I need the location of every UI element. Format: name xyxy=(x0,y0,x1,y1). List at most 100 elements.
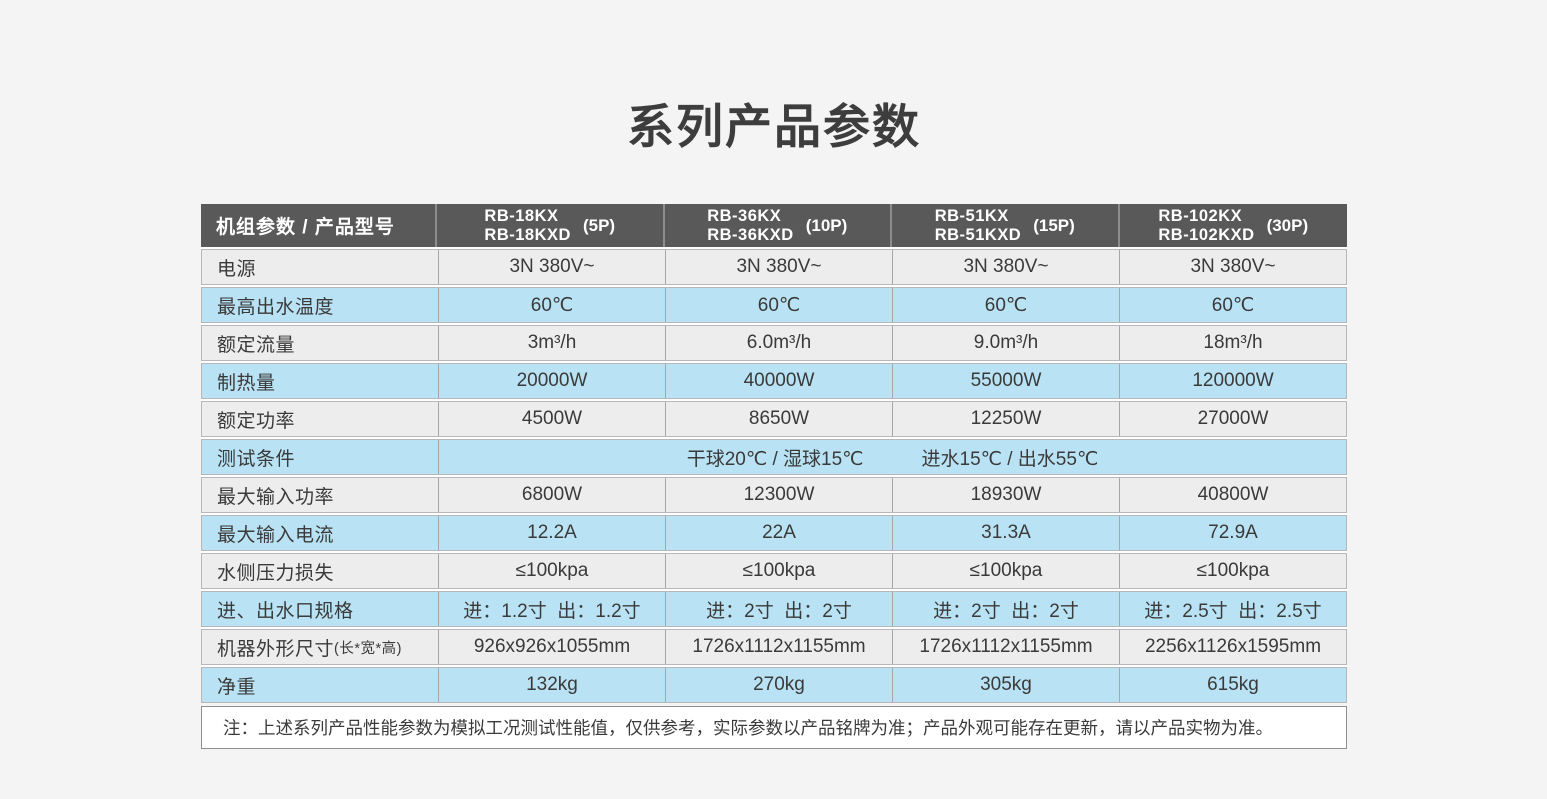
table-row-port-size: 进、出水口规格 进：1.2寸 出：1.2寸 进：2寸 出：2寸 进：2寸 出：2… xyxy=(201,591,1347,627)
model-name: RB-18KX RB-18KXD xyxy=(484,207,571,245)
row-label: 机器外形尺寸 (长*宽*高) xyxy=(202,630,438,664)
horsepower-badge: (5P) xyxy=(582,215,616,235)
model-header-cell: RB-18KX RB-18KXD (5P) xyxy=(437,204,665,247)
model-name: RB-51KX RB-51KXD xyxy=(935,207,1022,245)
value-cell: 2256x1126x1595mm xyxy=(1119,630,1346,664)
table-row-max-outlet-temp: 最高出水温度 60℃ 60℃ 60℃ 60℃ xyxy=(201,287,1347,323)
horsepower-badge: (15P) xyxy=(1033,215,1075,235)
value-cell: 60℃ xyxy=(1119,288,1346,322)
value-cell: 1726x1112x1155mm xyxy=(665,630,892,664)
horsepower-badge: (30P) xyxy=(1266,215,1309,235)
value-cell: 6.0m³/h xyxy=(665,326,892,360)
value-cell: 进：2寸 出：2寸 xyxy=(665,592,892,626)
row-label: 制热量 xyxy=(217,372,276,394)
value-cell: 3N 380V~ xyxy=(1119,250,1346,284)
value-cell: 72.9A xyxy=(1119,516,1346,550)
note-text: 注：上述系列产品性能参数为模拟工况测试性能值，仅供参考，实际参数以产品铭牌为准；… xyxy=(223,718,1273,738)
value-cell: 55000W xyxy=(892,364,1119,398)
model-name-line2: RB-18KXD xyxy=(484,225,571,244)
table-row-rated-power: 额定功率 4500W 8650W 12250W 27000W xyxy=(201,401,1347,437)
value-cell: 6800W xyxy=(438,478,665,512)
model-name-line2: RB-36KXD xyxy=(707,225,794,244)
table-row-rated-flow: 额定流量 3m³/h 6.0m³/h 9.0m³/h 18m³/h xyxy=(201,325,1347,361)
table-row-heating-capacity: 制热量 20000W 40000W 55000W 120000W xyxy=(201,363,1347,399)
value-cell: 60℃ xyxy=(438,288,665,322)
value-cell: 3N 380V~ xyxy=(665,250,892,284)
value-cell: 120000W xyxy=(1119,364,1346,398)
value-cell: 4500W xyxy=(438,402,665,436)
page: 系列产品参数 机组参数 / 产品型号 RB-18KX RB-18KXD (5P)… xyxy=(201,0,1347,749)
value-cell: 305kg xyxy=(892,668,1119,702)
value-cell: 1726x1112x1155mm xyxy=(892,630,1119,664)
model-name-line2: RB-51KXD xyxy=(934,225,1022,244)
row-label: 最大输入功率 xyxy=(217,486,335,508)
note-box: 注：上述系列产品性能参数为模拟工况测试性能值，仅供参考，实际参数以产品铭牌为准；… xyxy=(201,706,1347,749)
value-cell: ≤100kpa xyxy=(665,554,892,588)
table-row-net-weight: 净重 132kg 270kg 305kg 615kg xyxy=(201,667,1347,703)
model-header-cell: RB-51KX RB-51KXD (15P) xyxy=(892,204,1120,247)
row-label: 进、出水口规格 xyxy=(217,600,354,622)
test-condition-air: 干球20℃ / 湿球15℃ xyxy=(686,448,864,470)
table-row-dimensions: 机器外形尺寸 (长*宽*高) 926x926x1055mm 1726x1112x1… xyxy=(201,629,1347,665)
model-name: RB-102KX RB-102KXD xyxy=(1158,207,1254,245)
row-label: 最大输入电流 xyxy=(217,524,335,546)
value-cell: 进：1.2寸 出：1.2寸 xyxy=(438,592,665,626)
value-cell: 进：2寸 出：2寸 xyxy=(892,592,1119,626)
table-row-test-conditions: 测试条件 干球20℃ / 湿球15℃ 进水15℃ / 出水55℃ xyxy=(201,439,1347,475)
row-label: 额定功率 xyxy=(217,410,296,432)
model-header-cell: RB-102KX RB-102KXD (30P) xyxy=(1120,204,1348,247)
merged-value-cell: 干球20℃ / 湿球15℃ 进水15℃ / 出水55℃ xyxy=(438,440,1346,474)
value-cell: 进：2.5寸 出：2.5寸 xyxy=(1119,592,1346,626)
value-cell: 12.2A xyxy=(438,516,665,550)
horsepower-badge: (10P) xyxy=(805,215,848,235)
value-cell: 60℃ xyxy=(892,288,1119,322)
model-name-line1: RB-18KX xyxy=(484,206,559,225)
value-cell: 9.0m³/h xyxy=(892,326,1119,360)
page-title: 系列产品参数 xyxy=(627,100,921,153)
row-label: 净重 xyxy=(217,676,257,698)
value-cell: 3N 380V~ xyxy=(892,250,1119,284)
value-cell: 18930W xyxy=(892,478,1119,512)
model-name-line1: RB-51KX xyxy=(934,206,1009,225)
value-cell: 40800W xyxy=(1119,478,1346,512)
model-name-line2: RB-102KXD xyxy=(1158,225,1255,244)
value-cell: 31.3A xyxy=(892,516,1119,550)
value-cell: ≤100kpa xyxy=(1119,554,1346,588)
value-cell: ≤100kpa xyxy=(438,554,665,588)
corner-header-cell: 机组参数 / 产品型号 xyxy=(201,204,437,247)
table-header-row: 机组参数 / 产品型号 RB-18KX RB-18KXD (5P) RB-36K… xyxy=(201,204,1347,247)
row-label: 测试条件 xyxy=(217,448,296,470)
row-label: 水侧压力损失 xyxy=(217,562,335,584)
value-cell: 60℃ xyxy=(665,288,892,322)
row-label: 额定流量 xyxy=(217,334,296,356)
value-cell: 27000W xyxy=(1119,402,1346,436)
value-cell: 270kg xyxy=(665,668,892,702)
row-label: 电源 xyxy=(217,258,257,280)
model-header-cell: RB-36KX RB-36KXD (10P) xyxy=(665,204,892,247)
model-name: RB-36KX RB-36KXD xyxy=(707,207,794,245)
value-cell: 12250W xyxy=(892,402,1119,436)
row-label-text: 机器外形尺寸 xyxy=(217,638,335,660)
row-label-suffix: (长*宽*高) xyxy=(334,640,402,657)
value-cell: 8650W xyxy=(665,402,892,436)
value-cell: 18m³/h xyxy=(1119,326,1346,360)
model-name-line1: RB-102KX xyxy=(1158,206,1243,225)
value-cell: 40000W xyxy=(665,364,892,398)
table-row-water-pressure-loss: 水侧压力损失 ≤100kpa ≤100kpa ≤100kpa ≤100kpa xyxy=(201,553,1347,589)
value-cell: 3N 380V~ xyxy=(438,250,665,284)
model-name-line1: RB-36KX xyxy=(707,206,782,225)
value-cell: 615kg xyxy=(1119,668,1346,702)
table-row-power-supply: 电源 3N 380V~ 3N 380V~ 3N 380V~ 3N 380V~ xyxy=(201,249,1347,285)
value-cell: 926x926x1055mm xyxy=(438,630,665,664)
table-row-max-input-current: 最大输入电流 12.2A 22A 31.3A 72.9A xyxy=(201,515,1347,551)
value-cell: 12300W xyxy=(665,478,892,512)
test-condition-water: 进水15℃ / 出水55℃ xyxy=(921,448,1099,470)
row-label: 最高出水温度 xyxy=(217,296,335,318)
spec-table: 机组参数 / 产品型号 RB-18KX RB-18KXD (5P) RB-36K… xyxy=(201,204,1347,703)
value-cell: 22A xyxy=(665,516,892,550)
value-cell: 132kg xyxy=(438,668,665,702)
table-row-max-input-power: 最大输入功率 6800W 12300W 18930W 40800W xyxy=(201,477,1347,513)
value-cell: 3m³/h xyxy=(438,326,665,360)
value-cell: 20000W xyxy=(438,364,665,398)
value-cell: ≤100kpa xyxy=(892,554,1119,588)
